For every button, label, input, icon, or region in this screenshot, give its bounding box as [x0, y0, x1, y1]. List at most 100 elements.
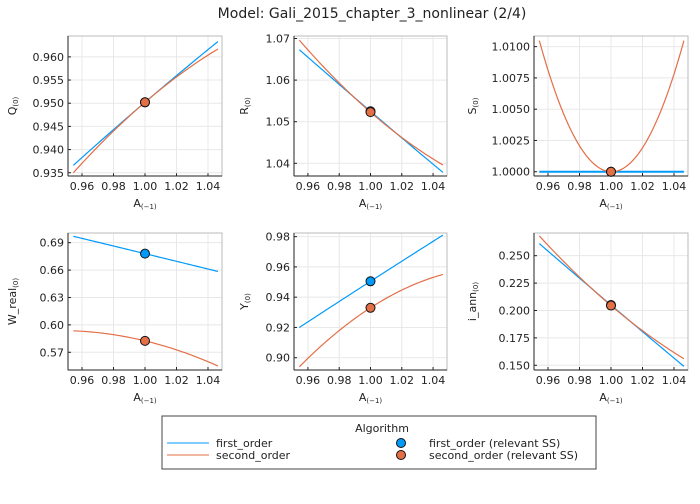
y-axis-label-subscript: (0) [12, 278, 20, 288]
y-tick-label: 0.66 [40, 264, 65, 277]
x-tick-label: 1.00 [358, 180, 383, 193]
y-axis-label-base: R [238, 107, 251, 115]
x-tick-label: 0.98 [567, 180, 592, 193]
series-line-second-order [538, 40, 685, 173]
y-axis-label-base: i_ann [466, 292, 479, 321]
subplot-i-ann: 0.96 0.98 1.00 1.02 1.04 0.150 0.175 0.200 0.225… [466, 232, 689, 405]
x-tick-label: 0.96 [536, 180, 561, 193]
x-tick-label: 0.98 [327, 374, 352, 387]
ss-marker-second-order [606, 300, 616, 311]
x-tick-label: 0.98 [101, 374, 126, 387]
legend-label-first-order-ss: first_order (relevant SS) [429, 437, 560, 450]
x-tick-label: 1.04 [196, 374, 221, 387]
x-axis-label-subscript: (−1) [607, 203, 623, 211]
y-tick-label: 1.06 [266, 74, 291, 87]
legend-title: Algorithm [355, 422, 409, 435]
x-axis-label: A(−1) [359, 197, 383, 211]
x-axis-label-base: A [133, 391, 141, 404]
x-tick-label: 1.04 [662, 180, 687, 193]
y-tick-label: 0.940 [33, 144, 65, 157]
x-axis-label-base: A [359, 391, 367, 404]
x-tick-label: 0.98 [327, 180, 352, 193]
y-axis-label-subscript: (0) [472, 97, 480, 107]
ss-marker-second-order [365, 107, 376, 118]
x-tick-label: 1.02 [164, 180, 189, 193]
legend-marker-second-order [396, 450, 406, 460]
x-tick-label: 1.04 [421, 374, 446, 387]
y-axis-label: Q(0) [6, 96, 20, 115]
legend-label-first-order: first_order [216, 437, 273, 450]
series-line-second-order [298, 39, 444, 166]
y-axis-label: Y(0) [238, 293, 252, 311]
x-tick-label: 0.98 [101, 180, 126, 193]
series-line-second-order [538, 235, 685, 360]
y-tick-label: 0.250 [499, 250, 531, 263]
subplot-y: 0.96 0.98 1.00 1.02 1.04 0.90 0.92 0.94 0.96 0.98… [238, 231, 448, 405]
x-tick-label: 0.96 [70, 180, 95, 193]
y-axis-label: R(0) [238, 97, 252, 115]
y-axis-label-subscript: (0) [244, 293, 252, 303]
x-tick-label: 1.04 [662, 374, 687, 387]
ss-marker-first-order [365, 276, 376, 287]
y-axis-label: W_real(0) [6, 278, 20, 325]
subplot-q: 0.96 0.98 1.00 1.02 1.04 0.935 0.940 0.945 0.950… [6, 35, 223, 211]
y-axis-label: i_ann(0) [466, 282, 480, 321]
y-axis-label-base: Q [6, 106, 19, 115]
y-tick-label: 0.950 [33, 97, 65, 110]
y-axis-label-subscript: (0) [472, 282, 480, 292]
y-tick-label: 0.98 [266, 231, 291, 244]
series-line-second-order [298, 273, 444, 368]
y-tick-label: 1.07 [266, 32, 291, 45]
y-tick-label: 0.92 [266, 321, 291, 334]
x-tick-label: 1.02 [164, 374, 189, 387]
x-tick-label: 0.96 [536, 374, 561, 387]
y-tick-label: 1.0050 [492, 103, 531, 116]
x-tick-label: 0.98 [567, 374, 592, 387]
x-tick-label: 1.04 [421, 180, 446, 193]
series-line-second-order [72, 48, 219, 174]
y-axis-label-base: W_real [6, 288, 19, 325]
y-tick-label: 0.935 [33, 167, 65, 180]
x-axis-label: A(−1) [359, 391, 383, 405]
y-tick-label: 0.945 [33, 120, 65, 133]
y-tick-label: 0.90 [266, 352, 291, 365]
y-tick-label: 0.69 [40, 237, 65, 250]
y-axis-label: S(0) [466, 97, 480, 114]
y-tick-label: 0.96 [266, 261, 291, 274]
x-tick-label: 0.96 [70, 374, 95, 387]
x-tick-label: 1.02 [630, 374, 655, 387]
ss-marker-second-order [365, 302, 376, 313]
x-tick-label: 1.02 [390, 374, 415, 387]
x-axis-label-base: A [599, 197, 607, 210]
y-tick-label: 0.94 [266, 291, 291, 304]
x-tick-label: 0.96 [296, 180, 321, 193]
x-tick-label: 1.04 [196, 180, 221, 193]
ss-marker-second-order [140, 335, 150, 346]
x-axis-label-base: A [359, 197, 367, 210]
y-tick-label: 1.0000 [492, 166, 531, 179]
legend-box [161, 415, 597, 470]
x-tick-label: 1.00 [133, 374, 158, 387]
y-tick-label: 1.0025 [492, 134, 531, 147]
legend-label-second-order: second_order [216, 449, 291, 462]
y-tick-label: 0.200 [499, 304, 531, 317]
x-tick-label: 1.00 [133, 180, 158, 193]
x-axis-label-base: A [599, 391, 607, 404]
x-axis-label-subscript: (−1) [607, 397, 623, 405]
y-tick-label: 0.960 [33, 51, 65, 64]
x-axis-label: A(−1) [133, 197, 157, 211]
ss-marker-second-order [140, 97, 150, 108]
y-axis-label-base: Y [238, 303, 251, 311]
x-axis-label: A(−1) [599, 197, 623, 211]
x-tick-label: 1.02 [390, 180, 415, 193]
legend: Algorithm first_order second_order first… [161, 415, 597, 470]
y-tick-label: 1.0100 [492, 41, 531, 54]
x-tick-label: 1.00 [358, 374, 383, 387]
y-tick-label: 0.60 [40, 319, 65, 332]
y-tick-label: 0.150 [499, 359, 531, 372]
x-axis-label-base: A [133, 197, 141, 210]
x-axis-label-subscript: (−1) [141, 203, 157, 211]
y-tick-label: 0.955 [33, 74, 65, 87]
y-tick-label: 0.175 [499, 332, 531, 345]
